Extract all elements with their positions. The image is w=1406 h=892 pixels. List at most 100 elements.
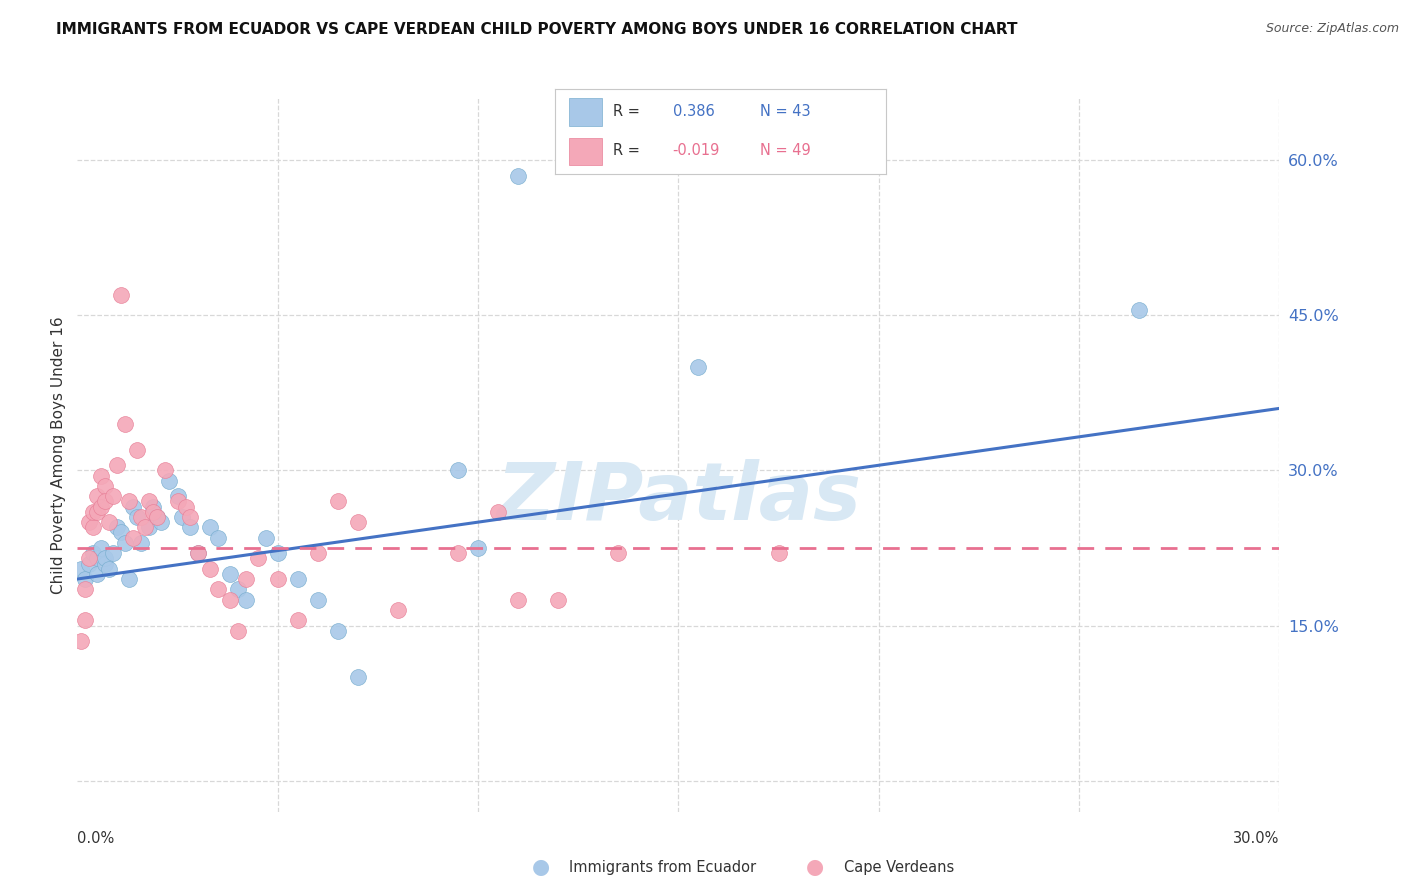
Point [307,546,329,560]
Point [118,494,141,508]
Point [508,592,530,607]
Text: ●: ● [807,857,824,877]
Point [207,582,229,597]
Point [547,592,569,607]
Point [246,551,269,566]
Point [114,417,136,431]
Point [107,520,129,534]
Point [155,463,177,477]
Point [207,531,229,545]
Point [287,614,309,628]
Point [688,359,710,374]
Point [79,515,101,529]
Point [347,515,370,529]
Point [138,520,160,534]
Point [508,169,530,183]
Point [235,572,257,586]
Point [103,489,125,503]
Point [118,572,141,586]
Point [94,494,117,508]
Text: 30.0%: 30.0% [1233,831,1279,846]
Point [131,536,153,550]
Point [1128,303,1150,318]
Point [79,551,101,566]
Point [127,510,149,524]
Point [94,479,117,493]
Point [86,505,108,519]
Point [70,562,93,576]
Text: 0.0%: 0.0% [77,831,114,846]
Point [254,531,277,545]
Text: Source: ZipAtlas.com: Source: ZipAtlas.com [1265,22,1399,36]
Point [79,557,101,571]
Point [70,634,93,648]
Point [198,520,221,534]
Point [146,510,169,524]
Text: Cape Verdeans: Cape Verdeans [844,860,953,874]
Point [150,515,173,529]
Point [166,489,188,503]
Point [90,468,112,483]
Point [186,546,209,560]
Point [107,458,129,473]
Point [75,582,97,597]
Text: N = 49: N = 49 [761,143,811,158]
Text: -0.019: -0.019 [672,143,720,158]
Text: 0.386: 0.386 [672,104,714,120]
Point [94,557,117,571]
Point [82,520,104,534]
Point [326,624,349,638]
Point [768,546,790,560]
Point [82,505,104,519]
Point [607,546,630,560]
Point [86,489,108,503]
Point [218,592,240,607]
Point [218,566,240,581]
Text: N = 43: N = 43 [761,104,811,120]
Point [110,287,132,301]
Point [142,505,165,519]
Point [110,525,132,540]
Point [166,494,188,508]
Bar [568,137,602,165]
Point [226,582,249,597]
Point [159,474,181,488]
Point [82,546,104,560]
Point [142,500,165,514]
Text: IMMIGRANTS FROM ECUADOR VS CAPE VERDEAN CHILD POVERTY AMONG BOYS UNDER 16 CORREL: IMMIGRANTS FROM ECUADOR VS CAPE VERDEAN … [56,22,1018,37]
Point [122,531,145,545]
Point [131,510,153,524]
Point [447,463,470,477]
Point [326,494,349,508]
Point [235,592,257,607]
Point [86,551,108,566]
Point [267,546,290,560]
Point [146,510,169,524]
Point [114,536,136,550]
Point [103,546,125,560]
Bar [568,98,602,126]
Point [75,572,97,586]
Point [186,546,209,560]
Point [127,442,149,457]
Point [347,670,370,684]
Text: ZIPatlas: ZIPatlas [496,458,860,537]
Point [486,505,509,519]
Point [198,562,221,576]
Point [387,603,409,617]
Point [179,520,201,534]
Point [307,592,329,607]
Point [122,500,145,514]
Point [287,572,309,586]
Text: R =: R = [613,143,640,158]
Point [134,520,156,534]
Point [179,510,201,524]
Point [86,566,108,581]
Point [98,562,121,576]
Y-axis label: Child Poverty Among Boys Under 16: Child Poverty Among Boys Under 16 [51,316,66,594]
Point [447,546,470,560]
Text: Immigrants from Ecuador: Immigrants from Ecuador [569,860,756,874]
Point [98,515,121,529]
Point [170,510,193,524]
Point [267,572,290,586]
